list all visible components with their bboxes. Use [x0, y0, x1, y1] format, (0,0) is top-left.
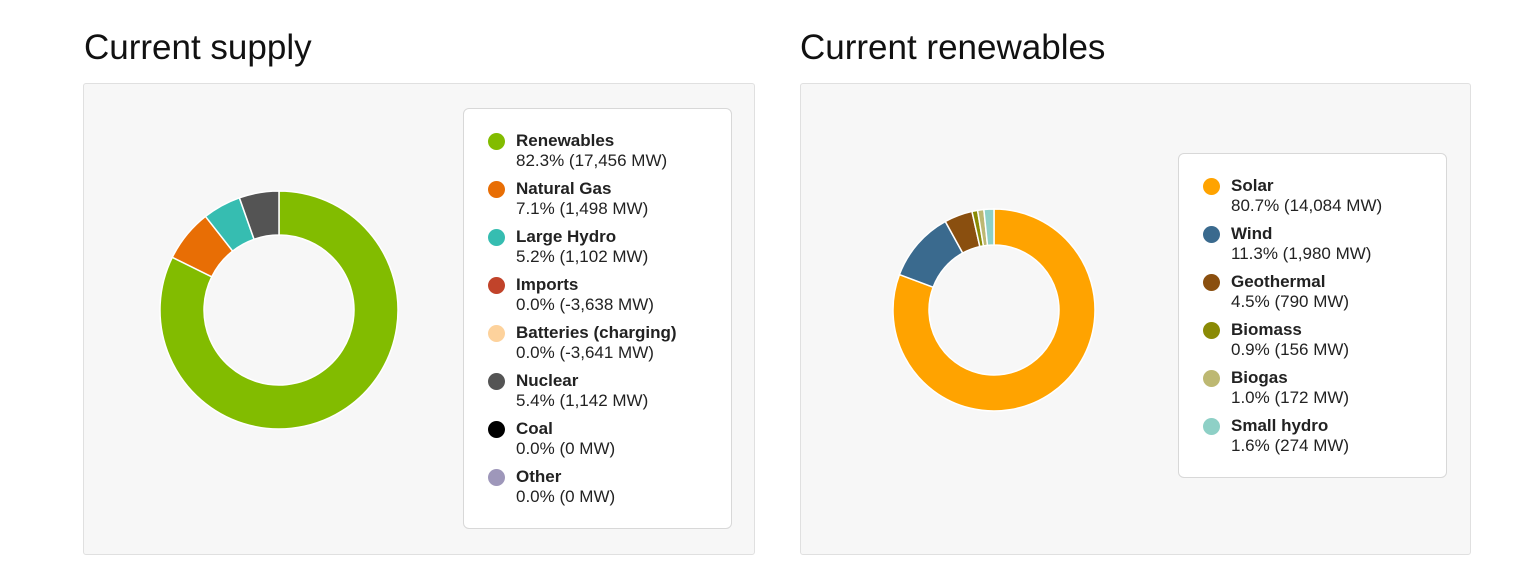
legend-swatch [488, 277, 505, 294]
legend-item-biogas[interactable]: Biogas 1.0% (172 MW) [1203, 367, 1446, 415]
legend-label: Small hydro [1231, 416, 1329, 435]
legend-value: 0.9% (156 MW) [1231, 340, 1350, 359]
legend-swatch [1203, 370, 1220, 387]
renewables-panel: Solar 80.7% (14,084 MW) Wind 11.3% (1,980 M… [800, 83, 1471, 555]
renewables-legend: Solar 80.7% (14,084 MW) Wind 11.3% (1,980 M… [1178, 153, 1447, 478]
legend-label: Imports [516, 275, 579, 294]
legend-swatch [488, 133, 505, 150]
legend-item-other[interactable]: Other 0.0% (0 MW) [488, 466, 731, 514]
donut-slice-solar[interactable] [892, 208, 1096, 412]
renewables-title: Current renewables [800, 28, 1106, 67]
donut-slice-nuclear[interactable] [238, 190, 280, 241]
legend-swatch [488, 181, 505, 198]
legend-value: 0.0% (0 MW) [516, 487, 616, 506]
legend-value: 4.5% (790 MW) [1231, 292, 1350, 311]
legend-label: Biomass [1231, 320, 1302, 339]
legend-swatch [488, 421, 505, 438]
donut-slice-renewables[interactable] [159, 190, 399, 430]
legend-label: Natural Gas [516, 179, 612, 198]
legend-label: Large Hydro [516, 227, 617, 246]
legend-swatch [1203, 274, 1220, 291]
legend-value: 80.7% (14,084 MW) [1231, 196, 1383, 215]
legend-label: Geothermal [1231, 272, 1326, 291]
legend-value: 0.0% (-3,641 MW) [516, 343, 654, 362]
legend-value: 1.0% (172 MW) [1231, 388, 1350, 407]
legend-item-natural-gas[interactable]: Natural Gas 7.1% (1,498 MW) [488, 178, 731, 226]
legend-value: 1.6% (274 MW) [1231, 436, 1350, 455]
legend-label: Wind [1231, 224, 1273, 243]
legend-swatch [488, 325, 505, 342]
legend-value: 0.0% (-3,638 MW) [516, 295, 654, 314]
legend-item-batteries-charging[interactable]: Batteries (charging) 0.0% (-3,641 MW) [488, 322, 731, 370]
renewables-donut-chart [892, 208, 1096, 412]
legend-item-coal[interactable]: Coal 0.0% (0 MW) [488, 418, 731, 466]
legend-value: 11.3% (1,980 MW) [1231, 244, 1372, 263]
legend-value: 7.1% (1,498 MW) [516, 199, 649, 218]
legend-swatch [1203, 418, 1220, 435]
legend-value: 5.4% (1,142 MW) [516, 391, 649, 410]
legend-item-renewables[interactable]: Renewables 82.3% (17,456 MW) [488, 130, 731, 178]
legend-label: Renewables [516, 131, 615, 150]
supply-legend: Renewables 82.3% (17,456 MW) Natural Gas 7.… [463, 108, 732, 529]
donut-slice-small-hydro[interactable] [983, 208, 995, 247]
legend-swatch [1203, 322, 1220, 339]
legend-item-wind[interactable]: Wind 11.3% (1,980 MW) [1203, 223, 1446, 271]
supply-title: Current supply [84, 28, 312, 67]
legend-item-solar[interactable]: Solar 80.7% (14,084 MW) [1203, 175, 1446, 223]
supply-donut-chart [159, 190, 399, 430]
legend-label: Batteries (charging) [516, 323, 677, 342]
legend-label: Coal [516, 419, 553, 438]
legend-item-small-hydro[interactable]: Small hydro 1.6% (274 MW) [1203, 415, 1446, 463]
legend-value: 5.2% (1,102 MW) [516, 247, 649, 266]
legend-label: Biogas [1231, 368, 1288, 387]
legend-item-geothermal[interactable]: Geothermal 4.5% (790 MW) [1203, 271, 1446, 319]
legend-swatch [488, 229, 505, 246]
legend-value: 82.3% (17,456 MW) [516, 151, 668, 170]
legend-item-nuclear[interactable]: Nuclear 5.4% (1,142 MW) [488, 370, 731, 418]
legend-label: Other [516, 467, 562, 486]
legend-item-imports[interactable]: Imports 0.0% (-3,638 MW) [488, 274, 731, 322]
supply-panel: Renewables 82.3% (17,456 MW) Natural Gas 7.… [83, 83, 755, 555]
legend-label: Nuclear [516, 371, 579, 390]
legend-item-biomass[interactable]: Biomass 0.9% (156 MW) [1203, 319, 1446, 367]
legend-swatch [1203, 226, 1220, 243]
legend-label: Solar [1231, 176, 1274, 195]
legend-swatch [1203, 178, 1220, 195]
legend-swatch [488, 469, 505, 486]
legend-value: 0.0% (0 MW) [516, 439, 616, 458]
legend-swatch [488, 373, 505, 390]
legend-item-large-hydro[interactable]: Large Hydro 5.2% (1,102 MW) [488, 226, 731, 274]
